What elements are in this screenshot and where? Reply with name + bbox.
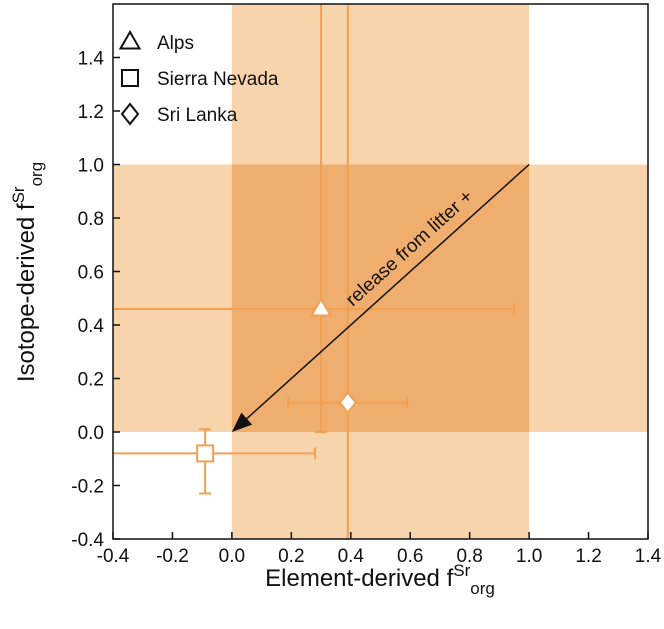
y-tick-label: 0.2	[78, 370, 104, 391]
alps-point	[309, 296, 333, 317]
legend-sri-lanka-label: Sri Lanka	[157, 105, 238, 126]
arrow-line	[246, 163, 530, 420]
legend-sri-lanka-symbol	[120, 102, 140, 126]
x-tick-label: 0.4	[338, 546, 365, 567]
arrow-head	[231, 412, 253, 432]
y-tick-label: 1.0	[78, 156, 104, 177]
sri-lanka-point	[338, 390, 358, 415]
y-tick-label: 0.0	[78, 423, 104, 444]
y-tick-label: 0.6	[78, 263, 104, 284]
y-tick-label: 0.8	[78, 209, 104, 230]
legend-sierra-nevada-label: Sierra Nevada	[157, 69, 279, 90]
x-tick-label: 0.6	[397, 546, 423, 567]
x-tick-label: -0.4	[97, 546, 130, 567]
legend-alps-label: Alps	[157, 33, 194, 54]
legend: Alps Sierra Nevada Sri Lanka	[118, 29, 279, 126]
x-tick-label: 1.2	[575, 546, 601, 567]
sierra-nevada-point	[196, 444, 215, 463]
x-tick-label: 0.2	[278, 546, 304, 567]
x-tick-label: -0.2	[156, 546, 189, 567]
y-tick-label: 1.2	[78, 102, 104, 123]
data-markers	[196, 296, 358, 463]
axis-ticks: -0.4 -0.2 0.0 0.2 0.4 0.6 0.8 1.0 1.2 1.4 -0.4 -0.2…	[71, 49, 661, 568]
y-axis-title: Isotope-derived fSrorg	[9, 162, 46, 382]
y-tick-label: 1.4	[78, 49, 105, 70]
x-tick-label: 0.8	[456, 546, 482, 567]
legend-sierra-nevada-symbol	[121, 69, 139, 87]
y-tick-label: 0.4	[78, 316, 105, 337]
x-tick-label: 1.0	[516, 546, 542, 567]
x-axis-title: Element-derived fSrorg	[265, 561, 495, 598]
y-tick-label: -0.2	[71, 477, 104, 498]
x-tick-label: 0.0	[219, 546, 245, 567]
legend-alps-symbol	[118, 29, 142, 50]
x-tick-label: 1.4	[635, 546, 662, 567]
y-tick-label: -0.4	[71, 530, 104, 551]
